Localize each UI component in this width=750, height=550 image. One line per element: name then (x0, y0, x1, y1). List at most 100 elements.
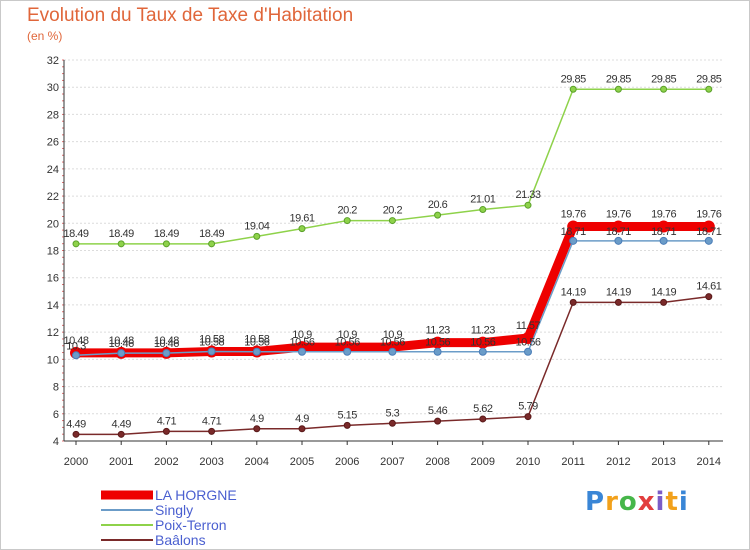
legend-label-baalons: Baâlons (155, 532, 206, 548)
y-tick-label: 26 (47, 137, 59, 149)
y-tick-label: 4 (53, 436, 59, 448)
data-label-singly: 10.56 (289, 337, 314, 349)
x-tick-label: 2004 (245, 456, 269, 468)
data-label-la-horgne: 19.76 (696, 209, 721, 221)
y-tick-label: 28 (47, 109, 59, 121)
y-tick-label: 6 (53, 409, 59, 421)
data-label-la-horgne: 10.58 (199, 333, 224, 345)
data-label-la-horgne: 10.48 (63, 335, 88, 347)
data-point-baalons (660, 298, 668, 306)
data-point-poix-terron (298, 225, 306, 233)
data-point-poix-terron (479, 206, 487, 214)
data-label-poix-terron: 20.2 (383, 205, 403, 217)
x-tick-label: 2012 (606, 456, 630, 468)
legend-item-baalons: Baâlons (101, 532, 206, 548)
data-point-baalons (117, 430, 125, 438)
legend-label-poix-terron: Poix-Terron (155, 517, 227, 533)
data-point-singly (252, 347, 261, 356)
logo-letter: t (665, 487, 679, 517)
legend-swatch-baalons (101, 539, 153, 541)
legend-label-la-horgne: LA HORGNE (155, 487, 237, 503)
data-point-singly (614, 236, 623, 245)
y-tick-label: 24 (47, 164, 59, 176)
data-label-poix-terron: 29.85 (696, 73, 721, 85)
data-label-singly: 10.56 (380, 337, 405, 349)
data-label-poix-terron: 20.6 (428, 199, 448, 211)
x-tick-label: 2000 (64, 456, 88, 468)
data-label-baalons: 5.3 (386, 407, 400, 419)
data-point-poix-terron (705, 85, 713, 93)
data-label-la-horgne: 11.23 (471, 325, 496, 337)
data-label-baalons: 14.19 (606, 286, 631, 298)
data-label-singly: 10.56 (470, 337, 495, 349)
logo-letter: P (585, 487, 606, 517)
data-label-baalons: 4.49 (111, 418, 131, 430)
y-tick-label: 22 (47, 191, 59, 203)
data-point-la-horgne (702, 220, 715, 233)
data-label-poix-terron: 29.85 (606, 73, 631, 85)
x-tick-label: 2006 (335, 456, 359, 468)
data-point-baalons (208, 427, 216, 435)
data-label-singly: 10.56 (244, 337, 269, 349)
x-tick-label: 2010 (516, 456, 540, 468)
data-label-singly: 10.56 (335, 337, 360, 349)
x-tick-label: 2003 (199, 456, 223, 468)
data-point-singly (659, 236, 668, 245)
data-point-baalons (72, 430, 80, 438)
x-tick-label: 2011 (561, 456, 585, 468)
data-point-singly (298, 347, 306, 356)
data-label-poix-terron: 18.49 (154, 228, 179, 240)
data-point-poix-terron (343, 217, 351, 225)
data-point-baalons (162, 427, 170, 435)
data-point-singly (569, 236, 578, 245)
data-label-la-horgne: 19.76 (651, 209, 676, 221)
data-point-baalons (298, 425, 306, 433)
data-point-baalons (253, 425, 261, 433)
x-tick-label: 2007 (380, 456, 404, 468)
data-point-baalons (614, 298, 622, 306)
y-axis-unit-label: (en %) (27, 29, 63, 43)
y-tick-label: 14 (47, 300, 59, 312)
data-point-singly (388, 347, 397, 356)
data-label-baalons: 14.61 (696, 281, 721, 293)
data-point-baalons (569, 298, 577, 306)
legend-swatch-la-horgne (101, 490, 153, 500)
data-label-la-horgne: 10.9 (337, 329, 357, 341)
data-label-baalons: 5.62 (473, 403, 493, 415)
data-label-la-horgne: 10.48 (109, 335, 134, 347)
data-point-poix-terron (569, 85, 577, 93)
data-point-singly (433, 347, 442, 356)
x-tick-label: 2013 (651, 456, 675, 468)
data-label-singly: 18.71 (561, 226, 586, 238)
data-label-poix-terron: 18.49 (199, 228, 224, 240)
data-point-singly (117, 349, 126, 358)
data-label-baalons: 4.9 (250, 413, 264, 425)
data-point-singly (524, 347, 532, 356)
legend-item-la-horgne: LA HORGNE (101, 487, 237, 503)
data-point-singly (207, 347, 216, 356)
data-point-poix-terron (208, 240, 216, 248)
data-point-singly (704, 236, 713, 245)
data-point-baalons (434, 417, 442, 425)
chart-title: Evolution du Taux de Taxe d'Habitation (27, 5, 354, 26)
x-tick-label: 2001 (109, 456, 133, 468)
y-tick-label: 18 (47, 246, 59, 258)
data-point-poix-terron (660, 85, 668, 93)
data-point-baalons (479, 415, 487, 423)
data-point-poix-terron (614, 85, 622, 93)
y-tick-label: 10 (47, 354, 59, 366)
y-tick-label: 32 (47, 55, 59, 67)
data-point-baalons (524, 413, 532, 421)
data-label-la-horgne: 10.48 (154, 335, 179, 347)
data-label-baalons: 4.9 (295, 413, 309, 425)
logo-letter: x (637, 487, 656, 517)
data-label-la-horgne: 10.58 (244, 333, 269, 345)
data-label-baalons: 5.79 (518, 401, 538, 413)
legend-item-singly: Singly (101, 502, 193, 518)
x-tick-label: 2005 (290, 456, 314, 468)
legend-label-singly: Singly (155, 502, 194, 518)
data-point-singly (162, 349, 171, 358)
data-label-poix-terron: 20.2 (337, 205, 357, 217)
data-label-poix-terron: 29.85 (561, 73, 586, 85)
